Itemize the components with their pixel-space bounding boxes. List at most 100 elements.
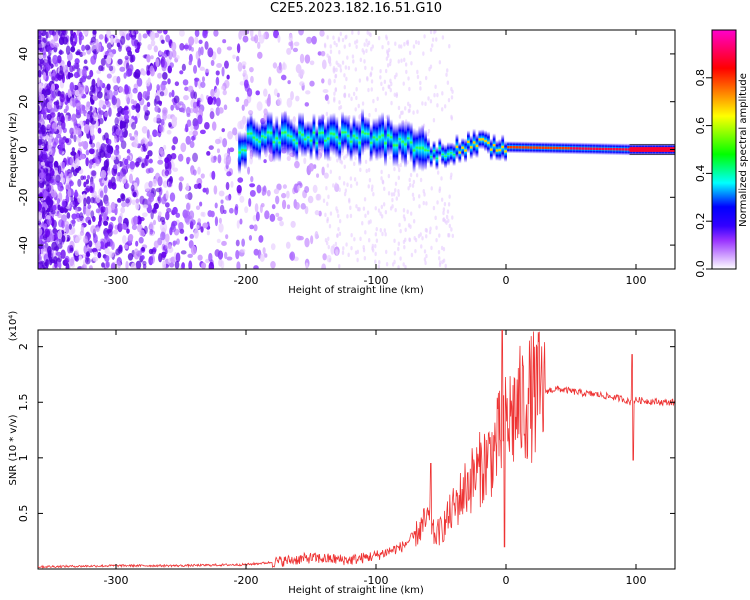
heatmap-speckle xyxy=(159,91,165,97)
heatmap-speckle xyxy=(270,261,276,269)
heatmap-speckle xyxy=(335,251,339,257)
heatmap-speckle xyxy=(99,241,105,250)
heatmap-speckle xyxy=(350,232,353,238)
heatmap-speckle xyxy=(66,212,71,219)
heatmap-speckle xyxy=(208,145,214,150)
heatmap-speckle xyxy=(149,65,154,75)
heatmap-ridge-peak xyxy=(627,148,630,151)
heatmap-speckle xyxy=(408,86,411,92)
heatmap-ridge-cell xyxy=(344,114,347,151)
heatmap-speckle xyxy=(120,35,126,46)
heatmap-speckle xyxy=(133,138,139,149)
heatmap-speckle xyxy=(123,244,129,250)
heatmap-speckle xyxy=(106,73,112,79)
heatmap-ridge-peak xyxy=(521,146,525,149)
heatmap-speckle xyxy=(451,89,454,94)
heatmap-speckle xyxy=(397,192,400,197)
heatmap-speckle xyxy=(86,251,90,257)
heatmap-speckle xyxy=(344,65,348,70)
heatmap-speckle xyxy=(89,185,93,194)
heatmap-speckle xyxy=(235,96,240,103)
heatmap-speckle xyxy=(129,136,135,141)
heatmap-speckle xyxy=(69,127,75,135)
heatmap-speckle xyxy=(393,238,396,243)
heatmap-speckle xyxy=(387,47,391,53)
heatmap-y-axis: -40 -20 0 20 40 xyxy=(17,47,675,254)
heatmap-speckle xyxy=(100,206,106,213)
heatmap-speckle xyxy=(128,132,132,138)
heatmap-speckle xyxy=(414,248,417,254)
heatmap-speckle xyxy=(129,54,134,63)
heatmap-speckle xyxy=(438,157,441,163)
heatmap-speckle xyxy=(93,112,98,121)
heatmap-speckle xyxy=(340,160,344,165)
heatmap-ridge-cell xyxy=(369,124,373,162)
heatmap-ridge-cell xyxy=(281,111,284,155)
heatmap-ridge-peak xyxy=(561,146,565,150)
heatmap-ridge-cell xyxy=(249,112,253,155)
heatmap-speckle xyxy=(242,35,249,43)
heatmap-speckle xyxy=(424,75,428,81)
heatmap-speckle xyxy=(342,181,346,186)
heatmap-speckle xyxy=(329,169,333,175)
heatmap-speckle xyxy=(92,93,99,101)
heatmap-speckle xyxy=(394,41,397,46)
heatmap-speckle xyxy=(186,119,192,127)
heatmap-speckle xyxy=(365,168,368,174)
heatmap-speckle xyxy=(69,82,75,92)
heatmap-speckle xyxy=(229,147,235,153)
heatmap-speckle xyxy=(161,39,165,44)
heatmap-speckle xyxy=(101,262,105,268)
heatmap-speckle xyxy=(83,181,87,188)
heatmap-speckle xyxy=(117,154,122,161)
heatmap-speckle xyxy=(309,60,315,66)
heatmap-speckle xyxy=(102,134,106,141)
heatmap-speckle xyxy=(172,206,178,215)
heatmap-speckle xyxy=(407,76,410,81)
heatmap-speckle xyxy=(223,104,228,111)
heatmap-speckle xyxy=(243,79,249,89)
heatmap-speckle xyxy=(95,226,100,233)
heatmap-speckle xyxy=(146,70,151,76)
heatmap-speckle xyxy=(389,58,392,63)
heatmap-speckle xyxy=(38,220,41,226)
heatmap-speckle xyxy=(337,226,340,232)
heatmap-speckle xyxy=(427,96,430,101)
heatmap-speckle xyxy=(162,71,168,80)
heatmap-speckle xyxy=(364,159,368,164)
heatmap-speckle xyxy=(410,252,414,258)
heatmap-speckle xyxy=(124,158,129,166)
heatmap-speckle xyxy=(312,184,318,194)
heatmap-speckle xyxy=(214,202,218,209)
heatmap-speckle xyxy=(149,228,154,235)
heatmap-speckle xyxy=(161,251,167,258)
heatmap-speckle xyxy=(104,111,109,118)
heatmap-speckle xyxy=(81,263,87,269)
heatmap-speckle xyxy=(79,86,84,97)
heatmap-speckle xyxy=(206,230,210,236)
heatmap-speckle xyxy=(448,223,452,229)
heatmap-speckle xyxy=(397,59,400,64)
heatmap-speckle xyxy=(408,103,412,109)
heatmap-speckle xyxy=(339,68,343,73)
heatmap-speckle xyxy=(235,239,240,247)
heatmap-speckle xyxy=(61,200,66,208)
heatmap-speckle xyxy=(402,81,405,86)
heatmap-speckle xyxy=(294,201,300,210)
heatmap-speckle xyxy=(305,90,311,95)
heatmap-speckle xyxy=(157,72,162,79)
heatmap-speckle xyxy=(243,69,247,76)
heatmap-speckle xyxy=(95,208,101,214)
heatmap-ridge-cell xyxy=(409,122,413,163)
heatmap-speckle xyxy=(349,205,352,211)
heatmap-ridge-peak xyxy=(518,146,522,149)
heatmap-speckle xyxy=(108,107,112,117)
heatmap-speckle xyxy=(112,164,118,170)
heatmap-speckle xyxy=(239,248,246,253)
heatmap-speckle xyxy=(397,241,401,246)
heatmap-speckle xyxy=(66,60,72,68)
heatmap-speckle xyxy=(76,49,81,54)
heatmap-speckle xyxy=(422,51,425,56)
heatmap-speckle xyxy=(104,254,110,263)
